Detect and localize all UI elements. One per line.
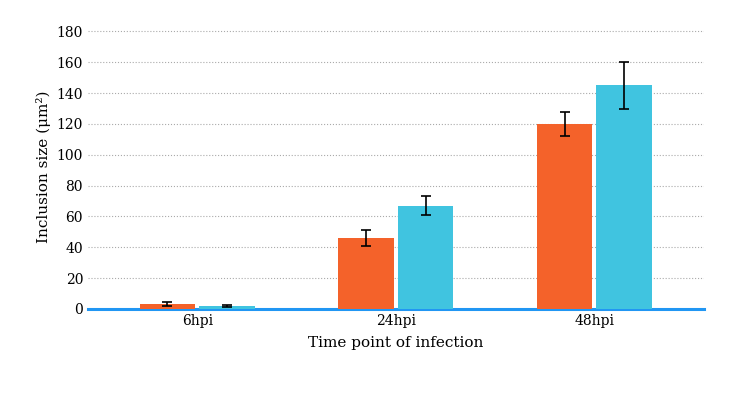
Bar [398, 206, 454, 309]
Bar [139, 304, 195, 309]
Bar [338, 238, 394, 309]
Y-axis label: Inclusion size (μm²): Inclusion size (μm²) [36, 90, 51, 243]
Bar [597, 86, 652, 309]
X-axis label: Time point of infection: Time point of infection [308, 336, 484, 350]
Bar [199, 306, 255, 309]
Bar [537, 124, 592, 309]
